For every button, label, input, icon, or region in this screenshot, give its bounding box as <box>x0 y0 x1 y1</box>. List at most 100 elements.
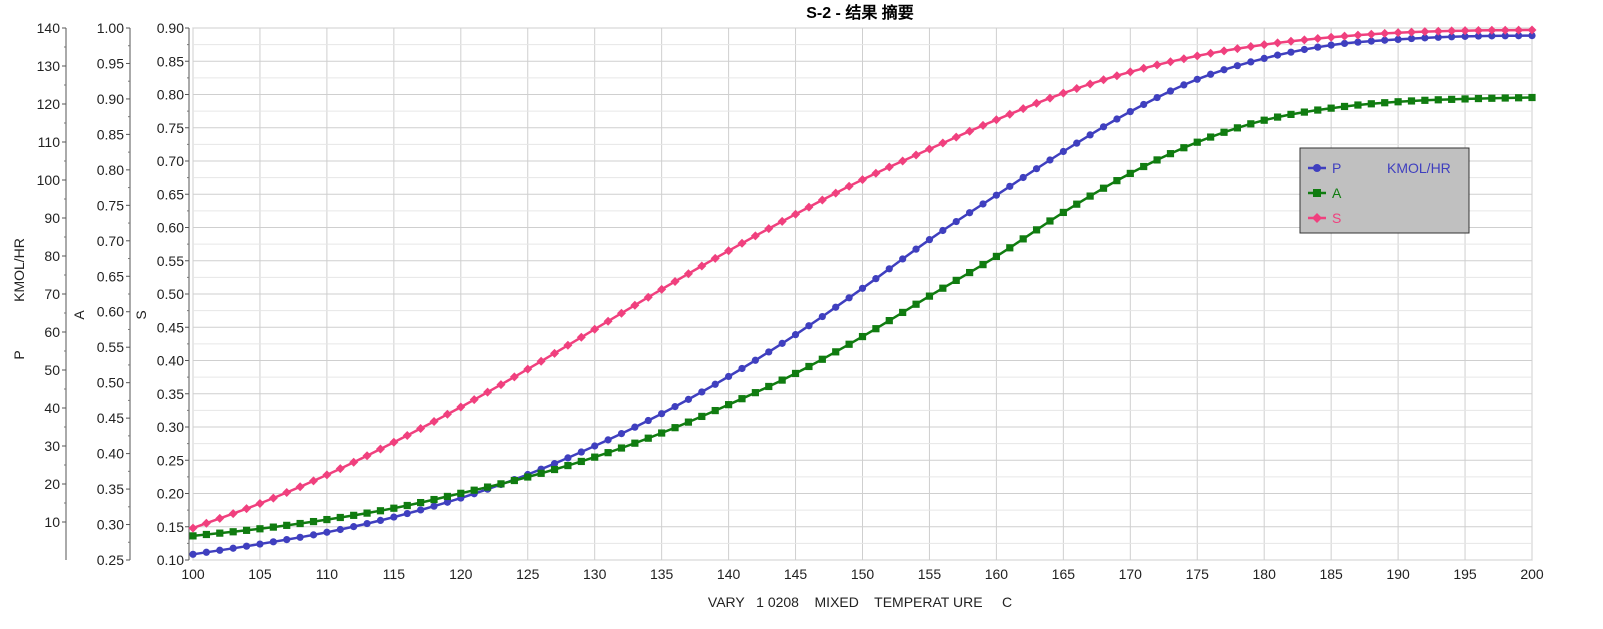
data-point-S <box>844 181 854 191</box>
y-tick-label-A: 0.80 <box>97 162 124 178</box>
data-point-P <box>1086 131 1094 139</box>
data-point-S <box>1313 34 1323 44</box>
data-point-P <box>417 506 425 514</box>
data-point-P <box>1448 33 1456 41</box>
data-point-S <box>737 238 747 248</box>
legend-item-P: P KMOL/HR <box>1308 160 1451 176</box>
y-tick-label-P: 40 <box>44 400 60 416</box>
data-point-P <box>1166 87 1175 95</box>
x-tick-label: 150 <box>851 566 875 582</box>
data-point-A <box>256 525 264 533</box>
data-point-A <box>457 489 465 497</box>
data-point-A <box>738 395 746 403</box>
data-point-A <box>885 317 893 325</box>
data-point-A <box>631 439 639 447</box>
data-point-S <box>1018 104 1028 114</box>
y-tick-label-S: 0.70 <box>157 153 184 169</box>
data-point-A <box>1140 162 1148 171</box>
x-tick-label: 120 <box>449 566 473 582</box>
data-point-A <box>537 469 545 477</box>
data-point-A <box>992 252 1000 261</box>
data-point-S <box>817 195 827 205</box>
data-point-P <box>832 303 840 311</box>
data-point-P <box>805 322 813 330</box>
x-axis-label: VARY 1 0208 MIXED TEMPERAT URE C <box>708 594 1012 610</box>
data-point-P <box>1180 81 1188 89</box>
data-point-A <box>1073 200 1081 208</box>
data-point-P <box>1220 66 1228 74</box>
data-point-A <box>550 465 559 474</box>
y-axis-title-S: S <box>133 310 149 319</box>
y-tick-label-P: 20 <box>44 476 60 492</box>
data-point-S <box>1286 36 1296 46</box>
data-point-P <box>363 519 371 528</box>
data-point-S <box>1420 27 1430 37</box>
y-tick-label-A: 0.90 <box>97 91 124 107</box>
y-tick-label-S: 0.35 <box>157 386 184 402</box>
data-point-A <box>899 308 907 317</box>
data-point-S <box>750 231 760 241</box>
data-point-A <box>1113 177 1121 185</box>
data-point-A <box>658 429 666 437</box>
data-point-S <box>456 402 466 412</box>
data-point-A <box>1528 93 1536 102</box>
data-point-A <box>269 523 277 531</box>
data-point-A <box>1059 208 1067 217</box>
data-point-P <box>765 348 773 356</box>
data-point-A <box>283 521 291 529</box>
data-point-S <box>309 476 319 486</box>
y-tick-label-S: 0.60 <box>157 220 184 236</box>
data-point-S <box>616 308 626 318</box>
data-point-P <box>858 284 867 292</box>
data-point-S <box>764 224 774 234</box>
x-tick-label: 100 <box>181 566 205 582</box>
y-tick-label-S: 0.20 <box>157 486 184 502</box>
data-point-S <box>1326 32 1336 42</box>
x-tick-label: 145 <box>784 566 808 582</box>
x-tick-label: 195 <box>1453 566 1477 582</box>
y-tick-label-P: 10 <box>44 514 60 530</box>
data-point-P <box>443 498 452 506</box>
data-point-P <box>1367 37 1375 45</box>
legend-box <box>1299 147 1470 234</box>
data-point-P <box>336 525 344 534</box>
data-point-A <box>778 376 786 384</box>
data-point-P <box>1381 36 1389 44</box>
data-point-P <box>1247 58 1255 66</box>
data-point-P <box>1073 139 1081 147</box>
data-point-P <box>1300 45 1308 54</box>
data-point-S <box>563 340 573 350</box>
legend: P KMOL/HR AS <box>1299 147 1470 234</box>
data-point-A <box>1166 150 1175 158</box>
data-point-S <box>991 115 1001 125</box>
data-point-S <box>1165 57 1175 67</box>
y-tick-label-A: 0.70 <box>97 233 124 249</box>
data-point-A <box>1247 120 1255 128</box>
data-point-P <box>1207 70 1215 78</box>
data-point-P <box>1099 123 1108 131</box>
data-point-S <box>1380 28 1390 38</box>
data-point-P <box>1260 54 1268 63</box>
data-point-P <box>1113 115 1121 123</box>
data-point-P <box>390 513 398 521</box>
data-point-S <box>1406 27 1416 37</box>
data-point-A <box>1193 138 1201 146</box>
data-point-P <box>791 331 800 339</box>
data-point-A <box>1354 101 1362 109</box>
data-point-S <box>1072 83 1082 93</box>
y-tick-label-A: 0.30 <box>97 517 124 533</box>
data-point-A <box>350 511 358 519</box>
data-point-A <box>403 501 411 510</box>
y-tick-label-A: 0.60 <box>97 304 124 320</box>
data-point-P <box>1394 35 1402 44</box>
data-point-A <box>242 526 251 534</box>
data-point-A <box>805 362 813 371</box>
y-tick-label-A: 0.50 <box>97 375 124 391</box>
y-axis-label-P: P <box>11 350 27 359</box>
y-tick-label-P: 50 <box>44 362 60 378</box>
data-point-P <box>671 403 679 411</box>
data-point-P <box>309 531 318 539</box>
legend-unit-P: KMOL/HR <box>1387 160 1451 176</box>
data-point-S <box>1005 109 1015 119</box>
data-point-S <box>1473 25 1483 35</box>
